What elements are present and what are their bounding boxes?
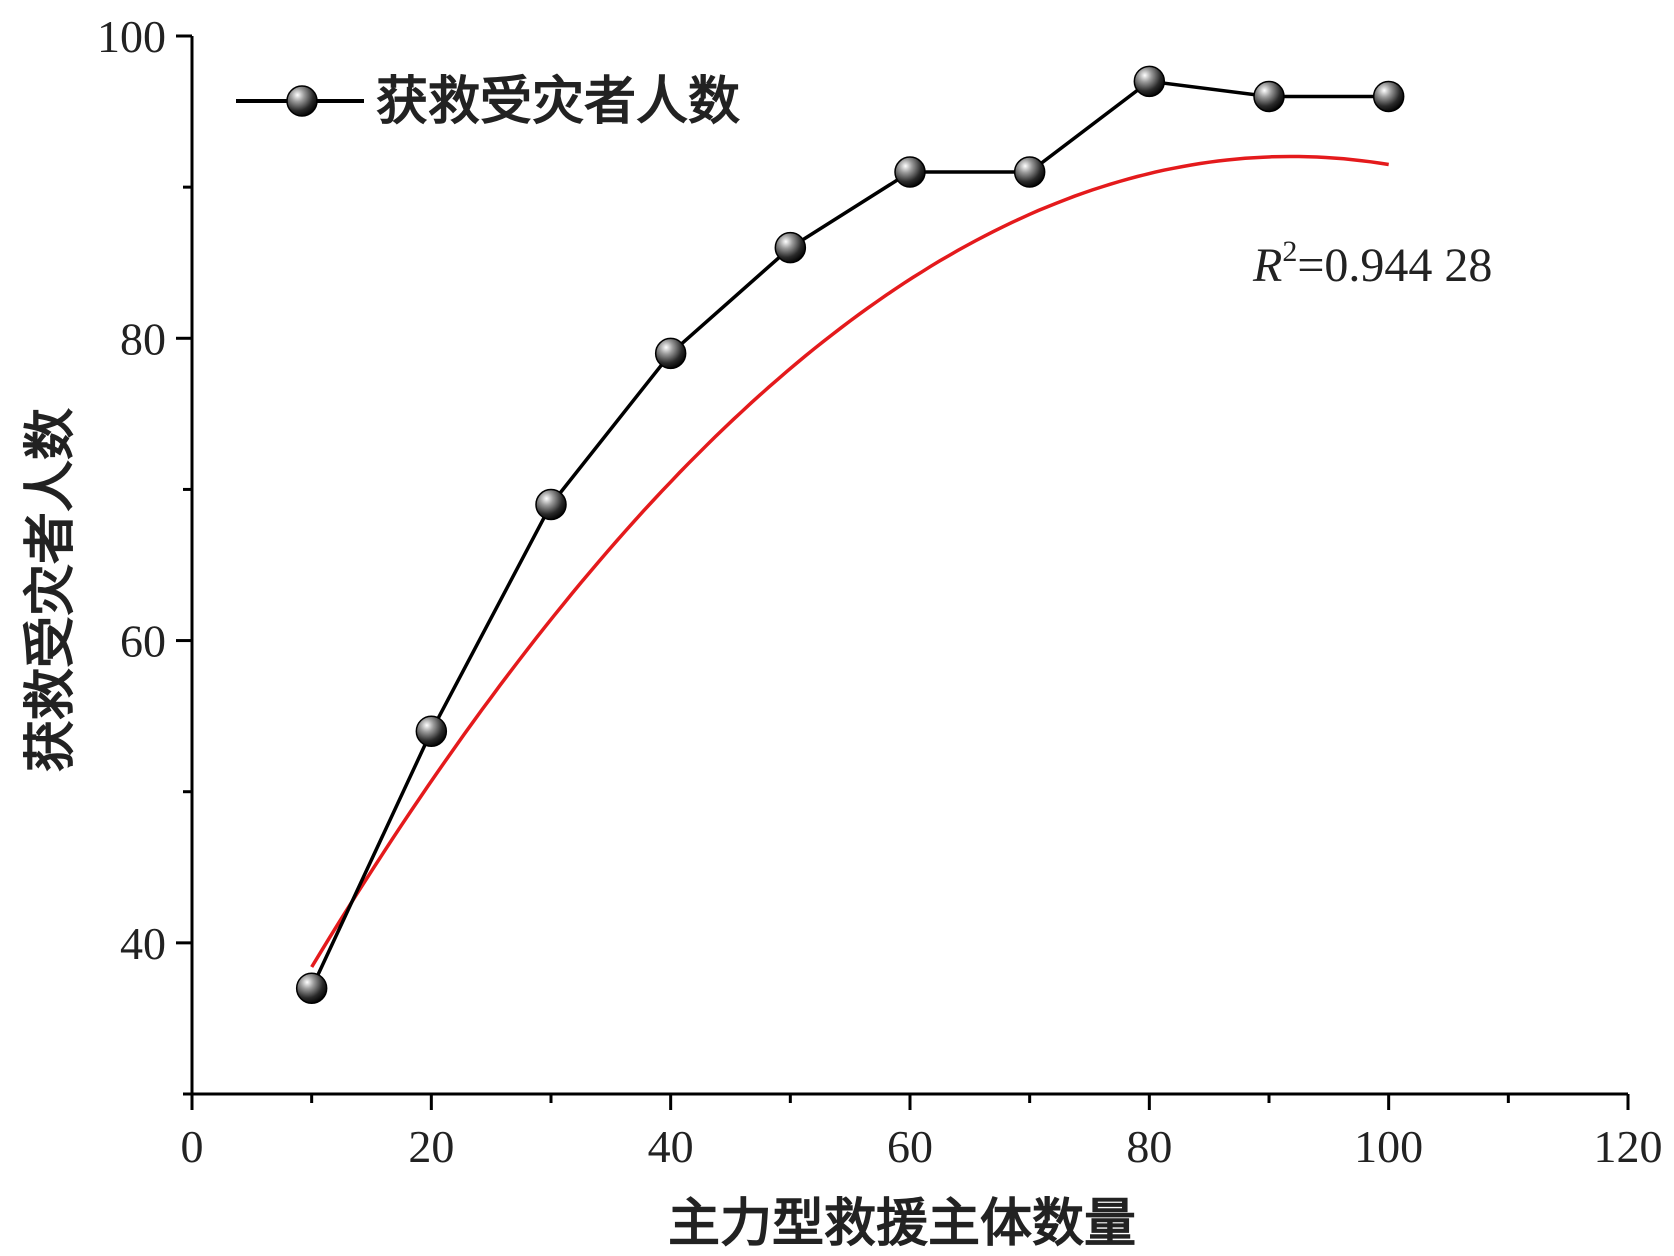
fit-curve-layer [310,154,1389,968]
data-point [774,231,807,264]
series-layer [295,65,1405,1004]
x-tick-label: 120 [1594,1121,1663,1172]
x-axis-title: 主力型救援主体数量 [668,1194,1136,1251]
data-point [415,715,448,748]
x-tick-label: 60 [887,1121,933,1172]
data-point [894,156,926,188]
y-tick-label: 60 [120,616,166,667]
y-tick-label: 40 [120,918,166,969]
axes: 0 20 40 60 80 100 120 40 60 80 100 [97,11,1663,1172]
x-tick-label: 0 [181,1121,204,1172]
data-point [1133,65,1166,98]
data-point [1253,80,1285,113]
series-line [310,79,1389,989]
r-squared-value: =0.944 28 [1297,239,1492,292]
x-tick-label: 20 [408,1121,454,1172]
x-tick-label: 100 [1354,1121,1423,1172]
x-tick-label: 40 [648,1121,694,1172]
legend-marker [286,85,318,117]
y-tick-label: 100 [97,11,166,62]
data-point [1013,156,1046,188]
legend: 获救受灾者人数 [236,72,740,132]
data-point [535,488,567,521]
data-point [295,972,328,1004]
data-point [1372,80,1405,113]
data-point [654,337,687,370]
y-axis-title: 获救受灾者人数 [21,408,81,772]
y-tick-label: 80 [120,313,166,364]
r-squared-exponent: 2 [1282,235,1297,268]
legend-label: 获救受灾者人数 [376,72,740,132]
x-tick-label: 80 [1126,1121,1172,1172]
r-squared-symbol: R [1252,239,1282,292]
fit-curve [310,154,1389,968]
r-squared-annotation: R2=0.944 28 [1252,235,1492,292]
